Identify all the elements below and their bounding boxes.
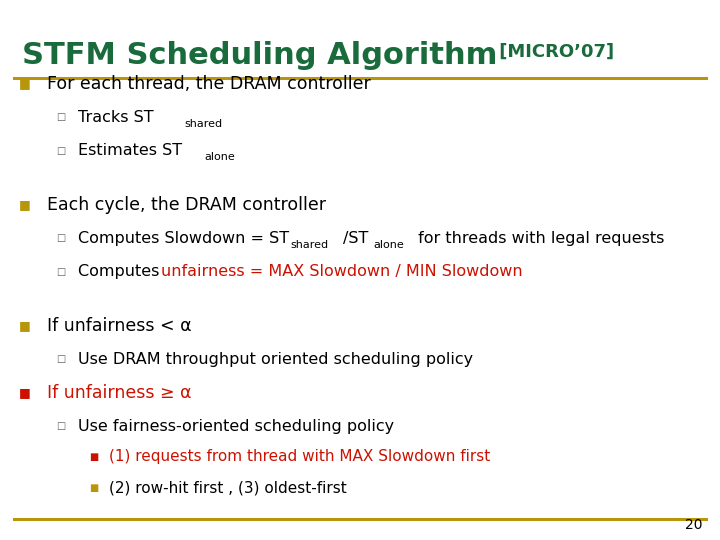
Text: ■: ■ xyxy=(19,386,31,399)
Text: ■: ■ xyxy=(89,452,98,462)
Text: Computes: Computes xyxy=(78,264,164,279)
Text: □: □ xyxy=(57,112,66,122)
Text: ■: ■ xyxy=(19,77,31,90)
Text: □: □ xyxy=(57,421,66,431)
Text: for threads with legal requests: for threads with legal requests xyxy=(413,231,664,246)
Text: □: □ xyxy=(57,233,66,243)
Text: □: □ xyxy=(57,267,66,276)
Text: STFM Scheduling Algorithm: STFM Scheduling Algorithm xyxy=(22,40,497,70)
Text: 20: 20 xyxy=(685,518,702,532)
Text: unfairness = MAX Slowdown / MIN Slowdown: unfairness = MAX Slowdown / MIN Slowdown xyxy=(161,264,523,279)
Text: ■: ■ xyxy=(89,483,98,492)
Text: For each thread, the DRAM controller: For each thread, the DRAM controller xyxy=(47,75,371,93)
Text: Tracks ST: Tracks ST xyxy=(78,110,153,125)
Text: alone: alone xyxy=(374,240,405,249)
Text: □: □ xyxy=(57,354,66,364)
Text: [MICRO’07]: [MICRO’07] xyxy=(493,43,614,61)
Text: shared: shared xyxy=(184,119,222,129)
Text: If unfairness < α: If unfairness < α xyxy=(47,316,192,335)
Text: (2) row-hit first , (3) oldest-first: (2) row-hit first , (3) oldest-first xyxy=(109,480,347,495)
Text: ■: ■ xyxy=(19,319,31,332)
Text: /ST: /ST xyxy=(343,231,368,246)
Text: shared: shared xyxy=(291,240,329,249)
Text: (1) requests from thread with MAX Slowdown first: (1) requests from thread with MAX Slowdo… xyxy=(109,449,491,464)
Text: Use DRAM throughput oriented scheduling policy: Use DRAM throughput oriented scheduling … xyxy=(78,352,473,367)
Text: Estimates ST: Estimates ST xyxy=(78,143,182,158)
Text: Each cycle, the DRAM controller: Each cycle, the DRAM controller xyxy=(47,195,325,214)
Text: If unfairness ≥ α: If unfairness ≥ α xyxy=(47,383,192,402)
Text: Use fairness-oriented scheduling policy: Use fairness-oriented scheduling policy xyxy=(78,418,394,434)
Text: Computes Slowdown = ST: Computes Slowdown = ST xyxy=(78,231,289,246)
Text: alone: alone xyxy=(204,152,235,162)
Text: ■: ■ xyxy=(19,198,31,211)
Text: □: □ xyxy=(57,146,66,156)
